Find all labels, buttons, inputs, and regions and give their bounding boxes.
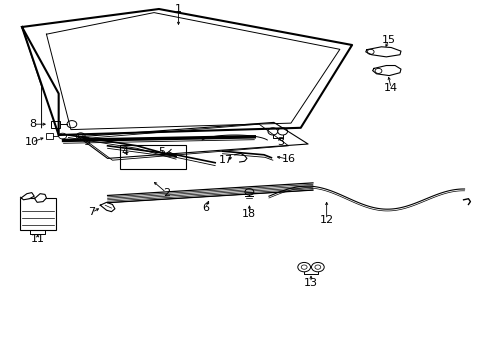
Text: 4: 4 bbox=[121, 147, 128, 157]
Bar bbox=[20, 198, 56, 230]
Bar bbox=[46, 133, 53, 139]
Text: 15: 15 bbox=[381, 35, 395, 45]
Text: 14: 14 bbox=[384, 83, 397, 93]
Text: 6: 6 bbox=[202, 203, 208, 213]
Text: 17: 17 bbox=[219, 155, 232, 165]
Text: 2: 2 bbox=[163, 188, 169, 198]
Text: 8: 8 bbox=[30, 119, 37, 129]
Circle shape bbox=[297, 262, 310, 272]
Circle shape bbox=[311, 262, 324, 272]
Circle shape bbox=[244, 189, 253, 195]
Text: 18: 18 bbox=[242, 209, 256, 219]
Text: 1: 1 bbox=[175, 4, 182, 14]
Polygon shape bbox=[20, 193, 34, 200]
Polygon shape bbox=[100, 202, 115, 212]
Bar bbox=[51, 121, 60, 128]
Text: 9: 9 bbox=[83, 137, 90, 147]
Polygon shape bbox=[34, 194, 46, 202]
Circle shape bbox=[67, 121, 77, 128]
Text: 11: 11 bbox=[31, 234, 44, 244]
Text: 3: 3 bbox=[277, 137, 284, 147]
Text: 10: 10 bbox=[25, 137, 39, 147]
Circle shape bbox=[277, 128, 287, 135]
Circle shape bbox=[267, 128, 277, 135]
Circle shape bbox=[366, 49, 373, 54]
Text: 5: 5 bbox=[158, 147, 164, 157]
Text: 7: 7 bbox=[88, 207, 95, 217]
Bar bbox=[120, 145, 185, 169]
Circle shape bbox=[59, 133, 66, 139]
Polygon shape bbox=[372, 66, 400, 76]
Text: 12: 12 bbox=[319, 215, 333, 225]
Text: 16: 16 bbox=[281, 154, 295, 164]
Circle shape bbox=[76, 133, 85, 139]
Polygon shape bbox=[365, 47, 400, 57]
Text: 13: 13 bbox=[304, 278, 317, 288]
Circle shape bbox=[374, 68, 381, 73]
